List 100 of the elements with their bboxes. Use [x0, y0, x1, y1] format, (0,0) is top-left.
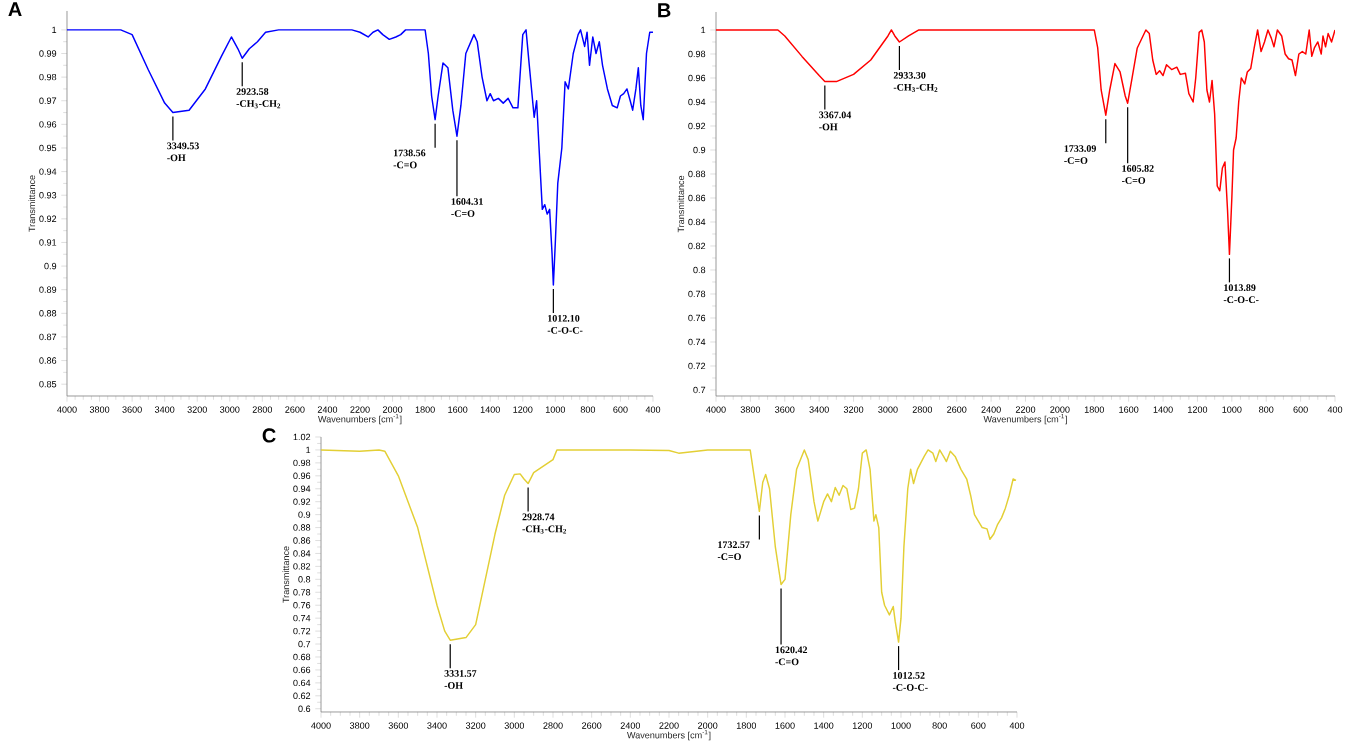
x-tick-label: 2800 — [543, 722, 563, 729]
y-tick-label: 0.74 — [293, 614, 311, 622]
x-tick-label: 2600 — [285, 406, 305, 413]
annotation: 3367.04 -OH — [819, 111, 852, 131]
y-tick-label: 0.74 — [688, 338, 706, 346]
y-tick-label: 0.86 — [293, 537, 311, 544]
line-series — [67, 29, 653, 286]
x-tick-label: 3800 — [349, 722, 370, 729]
x-tick-label: 2000 — [1050, 406, 1070, 413]
y-axis-title: Transmittance — [28, 175, 36, 232]
annotation: 1605.82 -C=O — [1121, 165, 1154, 184]
annotation: 1620.42 -C=O — [775, 646, 808, 666]
x-tick-label: 3600 — [775, 406, 795, 413]
x-tick-label: 2200 — [350, 406, 370, 413]
y-tick-label: 0.9 — [693, 146, 706, 154]
y-tick-label: 0.82 — [293, 563, 311, 570]
y-tick-label: 0.66 — [293, 666, 311, 674]
y-tick-label: 0.8 — [693, 266, 706, 274]
x-tick-label: 3600 — [122, 406, 142, 413]
x-tick-label: 1200 — [1188, 406, 1208, 413]
x-tick-label: 1400 — [814, 722, 834, 729]
y-tick-label: 0.98 — [688, 50, 706, 58]
y-tick-label: 0.76 — [293, 602, 311, 609]
x-tick-label: 2600 — [582, 722, 602, 729]
y-tick-label: 0.87 — [39, 333, 57, 341]
x-tick-label: 600 — [1293, 406, 1308, 413]
y-tick-label: 0.68 — [293, 653, 311, 661]
x-tick-label: 1400 — [480, 406, 500, 413]
x-tick-label: 600 — [613, 406, 628, 413]
y-tick-label: 0.78 — [688, 290, 706, 298]
annotation: 3349.53 -OH — [167, 142, 199, 162]
y-tick-label: 0.76 — [688, 314, 706, 322]
y-tick-label: 0.9 — [44, 262, 57, 270]
y-tick-label: 0.94 — [688, 98, 706, 106]
y-tick-label: 0.86 — [688, 194, 706, 202]
x-tick-label: 1000 — [545, 406, 566, 413]
y-tick-label: 0.72 — [688, 362, 706, 370]
x-tick-label: 400 — [645, 406, 661, 413]
y-tick-label: 0.78 — [293, 589, 311, 596]
x-tick-label: 1800 — [736, 722, 757, 729]
y-tick-label: 0.64 — [293, 679, 311, 687]
x-tick-label: 2000 — [382, 406, 403, 413]
y-tick-label: 0.85 — [39, 380, 57, 388]
x-tick-label: 3000 — [878, 406, 898, 413]
x-tick-label: 800 — [580, 406, 596, 413]
x-tick-label: 2400 — [981, 406, 1001, 413]
annotation: 1012.52 -C-O-C- — [892, 672, 928, 691]
y-tick-label: 0.99 — [39, 50, 57, 57]
x-tick-label: 1800 — [1084, 406, 1104, 413]
x-tick-label: 3000 — [504, 722, 525, 729]
x-tick-label: 2200 — [1015, 406, 1036, 413]
annotation: 2923.58 -CH$_{3}$-CH$_{2}$ — [236, 88, 281, 109]
annotation: 1013.89 -C-O-C- — [1223, 284, 1259, 304]
x-tick-label: 2800 — [252, 406, 273, 413]
y-tick-label: 0.88 — [39, 310, 57, 317]
x-tick-label: 2000 — [698, 722, 718, 729]
y-tick-label: 0.94 — [39, 168, 57, 175]
annotation: 1732.57 -C=O — [717, 541, 750, 561]
y-tick-label: 0.92 — [293, 498, 311, 505]
annotation: 1012.10 -C-O-C- — [547, 314, 583, 334]
x-tick-label: 600 — [971, 722, 986, 729]
x-axis-title: Wavenumbers [cm$^{-1}$] — [983, 413, 1067, 425]
x-tick-label: 3600 — [388, 722, 409, 729]
x-tick-label: 800 — [932, 722, 947, 729]
y-axis-title: Transmittance — [677, 175, 685, 233]
y-axis-title: Transmittance — [282, 546, 290, 603]
x-tick-label: 3400 — [427, 722, 447, 729]
x-tick-label: 4000 — [706, 406, 726, 413]
y-tick-label: 0.96 — [688, 74, 706, 82]
y-tick-label: 1.02 — [293, 433, 311, 441]
y-tick-label: 1 — [52, 26, 57, 33]
y-tick-label: 0.82 — [688, 242, 706, 250]
x-tick-label: 4000 — [311, 722, 331, 729]
x-axis-title: Wavenumbers [cm$^{-1}$] — [627, 729, 711, 741]
annotation: 1733.09 -C=O — [1064, 145, 1096, 164]
y-tick-label: 0.88 — [688, 170, 706, 178]
y-tick-label: 0.97 — [39, 97, 57, 104]
annotation: 2933.30 -CH$_{3}$-CH$_{2}$ — [893, 71, 938, 93]
x-tick-label: 1200 — [513, 406, 533, 413]
y-tick-label: 0.96 — [293, 472, 311, 480]
y-tick-label: 0.93 — [39, 192, 57, 199]
y-tick-label: 0.98 — [293, 459, 311, 467]
chart-title: C — [262, 428, 276, 443]
x-tick-label: 2800 — [912, 406, 933, 413]
x-tick-label: 3400 — [809, 406, 829, 413]
y-tick-label: 0.95 — [39, 144, 57, 152]
x-tick-label: 3000 — [220, 406, 240, 413]
x-tick-label: 3800 — [740, 406, 761, 413]
y-tick-label: 1 — [306, 446, 311, 454]
annotation: 2928.74 -CH$_{3}$-CH$_{2}$ — [522, 513, 567, 534]
x-tick-label: 3400 — [154, 406, 175, 413]
y-tick-label: 0.62 — [293, 692, 311, 700]
x-axis-title: Wavenumbers [cm$^{-1}$] — [318, 413, 402, 425]
y-tick-label: 0.7 — [298, 640, 311, 648]
y-tick-label: 0.98 — [39, 73, 57, 81]
x-tick-label: 1400 — [1153, 406, 1173, 413]
x-tick-label: 2200 — [659, 722, 679, 729]
x-tick-label: 2400 — [317, 406, 338, 413]
x-tick-label: 800 — [1259, 406, 1274, 413]
y-tick-label: 0.84 — [293, 550, 311, 557]
